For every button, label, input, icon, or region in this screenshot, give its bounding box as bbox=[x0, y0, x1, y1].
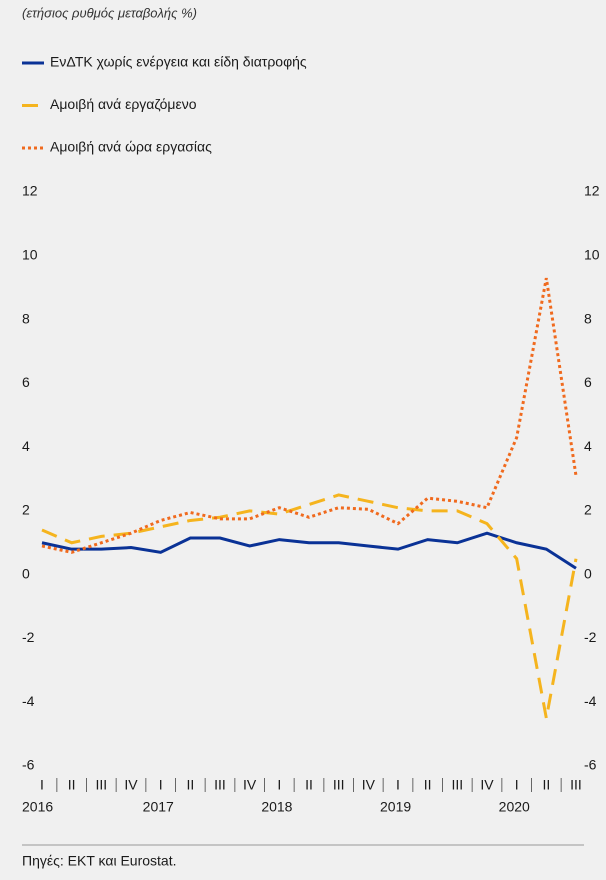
y2-tick-label: 12 bbox=[584, 183, 600, 199]
y-tick-label: 10 bbox=[22, 246, 38, 262]
series-line bbox=[41, 531, 577, 570]
y-tick-label: -6 bbox=[22, 757, 35, 773]
y2-tick-label: 10 bbox=[584, 246, 600, 262]
x-tick-label: II bbox=[424, 777, 432, 793]
x-group-label: 2017 bbox=[143, 799, 174, 815]
x-tick-label: II bbox=[186, 777, 194, 793]
series-line bbox=[41, 277, 578, 554]
x-tick-label: IV bbox=[362, 777, 376, 793]
x-tick-label: I bbox=[277, 777, 281, 793]
x-group-label: 2019 bbox=[380, 799, 411, 815]
x-tick-label: IV bbox=[124, 777, 138, 793]
y-tick-label: -2 bbox=[22, 629, 35, 645]
x-tick-label: IV bbox=[243, 777, 257, 793]
legend-label: Αμοιβή ανά εργαζόμενο bbox=[50, 96, 197, 112]
y-tick-label: 2 bbox=[22, 502, 30, 518]
y2-tick-label: -2 bbox=[584, 629, 597, 645]
chart-subtitle: (ετήσιος ρυθμός μεταβολής %) bbox=[22, 5, 197, 20]
x-tick-label: I bbox=[515, 777, 519, 793]
x-tick-label: II bbox=[542, 777, 550, 793]
y-tick-label: -4 bbox=[22, 693, 35, 709]
y2-tick-label: -4 bbox=[584, 693, 597, 709]
x-tick-label: II bbox=[68, 777, 76, 793]
x-group-label: 2018 bbox=[261, 799, 292, 815]
x-group-label: 2016 bbox=[22, 799, 53, 815]
y-tick-label: 0 bbox=[22, 565, 30, 581]
x-tick-label: IV bbox=[480, 777, 494, 793]
y-tick-label: 12 bbox=[22, 183, 38, 199]
x-tick-label: I bbox=[40, 777, 44, 793]
y-tick-label: 4 bbox=[22, 438, 30, 454]
x-tick-label: III bbox=[214, 777, 226, 793]
x-tick-label: I bbox=[396, 777, 400, 793]
y2-tick-label: 2 bbox=[584, 502, 592, 518]
y2-tick-label: 0 bbox=[584, 565, 592, 581]
x-tick-label: II bbox=[305, 777, 313, 793]
x-tick-label: III bbox=[333, 777, 345, 793]
x-tick-label: III bbox=[95, 777, 107, 793]
y2-tick-label: 6 bbox=[584, 374, 592, 390]
legend-label: Αμοιβή ανά ώρα εργασίας bbox=[50, 139, 212, 155]
x-group-label: 2020 bbox=[499, 799, 530, 815]
series-line bbox=[41, 493, 578, 719]
x-tick-label: III bbox=[570, 777, 582, 793]
source: Πηγές: ΕΚΤ και Eurostat. bbox=[22, 853, 176, 869]
y-tick-label: 8 bbox=[22, 310, 30, 326]
x-tick-label: III bbox=[451, 777, 463, 793]
y2-tick-label: -6 bbox=[584, 757, 597, 773]
legend-label: ΕνΔΤΚ χωρίς ενέργεια και είδη διατροφής bbox=[50, 54, 307, 70]
x-tick-label: I bbox=[159, 777, 163, 793]
y-tick-label: 6 bbox=[22, 374, 30, 390]
y2-tick-label: 4 bbox=[584, 438, 592, 454]
y2-tick-label: 8 bbox=[584, 310, 592, 326]
